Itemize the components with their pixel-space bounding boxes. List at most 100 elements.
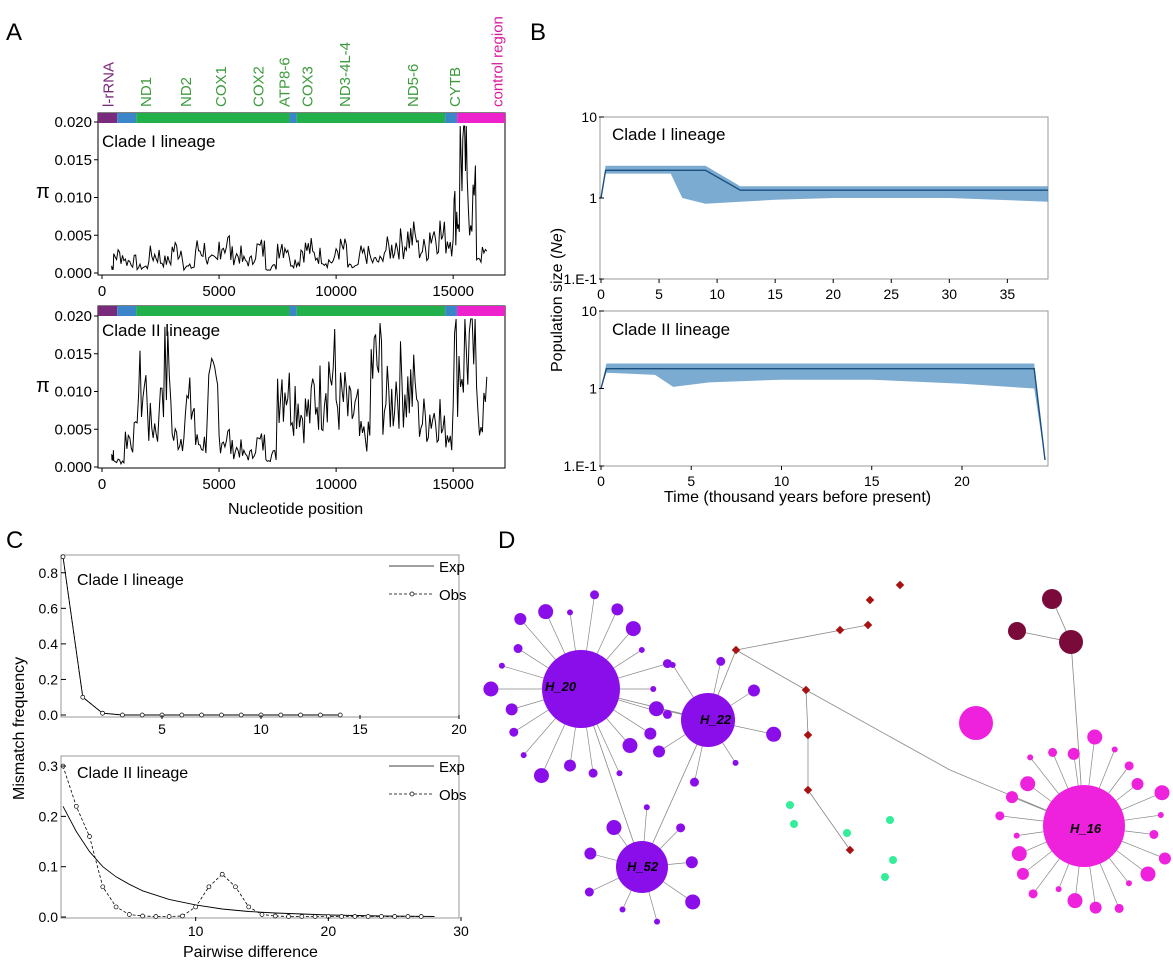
- gene-segment-1-3: [289, 306, 297, 316]
- bsp-plot-2-xticks: 0 5 10 15 20: [597, 466, 970, 489]
- mm2-ylabel-3: 0.3: [39, 758, 59, 774]
- pi-plot-1-xticks: 0 5000 10000 15000: [98, 275, 474, 300]
- node-29: [766, 726, 782, 742]
- hap-label-h16: H_16: [1070, 821, 1102, 836]
- node-62: [1011, 846, 1027, 862]
- gene-label-9: CYTB: [447, 67, 464, 107]
- node-5: [588, 768, 598, 778]
- mm1-obs-point-14: [337, 712, 343, 718]
- node-37: [685, 894, 701, 910]
- legend-obs-2: Obs: [439, 787, 467, 804]
- node-13: [513, 644, 523, 654]
- panel-d-haplotype-network: H_20 H_22 H_52 H_16: [483, 580, 1171, 925]
- pi-plot-1-frame: [97, 112, 506, 276]
- mm2-obs-point-15: [259, 912, 265, 917]
- mm1-xlabel-1: 10: [253, 721, 269, 737]
- mm1-obs-point-4: [139, 712, 145, 718]
- mm2-ylabel-2: 0.2: [39, 808, 59, 824]
- node-21: [662, 659, 672, 669]
- pi-plot-2-xticks: 0 5000 10000 15000: [98, 468, 474, 493]
- pi-line-2: [110, 318, 488, 466]
- bsp2-xlabel-4: 20: [954, 473, 970, 489]
- pi1-x-label-3: 15000: [432, 283, 474, 300]
- node-36: [685, 856, 698, 869]
- pi1-y-label-3: 0.015: [54, 152, 92, 169]
- pi2-x-label-0: 0: [98, 476, 106, 493]
- node-4: [616, 770, 623, 777]
- node-24: [653, 745, 666, 758]
- median-vector-2: [803, 730, 813, 740]
- node-18: [611, 603, 624, 616]
- mm1-ylabel-3: 0.6: [39, 600, 59, 616]
- pi-plot-2-ylabel: π: [36, 375, 50, 397]
- mm1-ylabel-4: 0.8: [39, 565, 59, 581]
- hub-node-1: [681, 693, 735, 747]
- mm2-obs-point-17: [286, 914, 291, 919]
- mm1-obs-point-8: [219, 712, 224, 718]
- gene-label-3: COX1: [213, 66, 230, 107]
- pi1-x-label-0: 0: [98, 283, 106, 300]
- link-5: [735, 624, 869, 651]
- pi-xlabel: Nucleotide position: [228, 501, 363, 518]
- gene-segment-0-1: [117, 113, 137, 123]
- node-53: [1158, 852, 1171, 865]
- gene-segment-1-2: [136, 306, 290, 316]
- mm1-ylabel-1: 0.2: [39, 671, 59, 687]
- mm2-obs-point-8: [166, 914, 172, 919]
- pi-plot-2-title: Clade II lineage: [102, 321, 220, 340]
- bsp1-xlabel-0: 0: [597, 286, 605, 302]
- node-1: [662, 709, 672, 719]
- mm2-obs-point-4: [113, 904, 119, 910]
- pi2-y-label-3: 0.015: [54, 346, 92, 363]
- network-nodes: [483, 580, 1171, 925]
- mm2-obs-point-7: [153, 914, 159, 919]
- gene-label-10: control region: [489, 16, 506, 107]
- hap-label-h52: H_52: [627, 859, 659, 874]
- node-35: [676, 823, 686, 833]
- panel-a: l-rRNA ND1 ND2 COX1 COX2 ATP8-6 COX3 ND3-4L-4 ND…: [36, 16, 506, 518]
- mismatch-plot-2-yticks: 0.0 0.1 0.2 0.3: [39, 758, 66, 925]
- mm2-obs-point-24: [379, 914, 384, 919]
- bsp-xlabel: Time (thousand years before present): [664, 489, 931, 506]
- mm1-obs-point-9: [238, 712, 244, 718]
- gene-bar-2: [98, 306, 505, 316]
- bsp-hpd-1: [601, 165, 1048, 204]
- pi2-y-label-2: 0.010: [54, 384, 92, 401]
- mm2-obs-point-21: [339, 914, 344, 919]
- bsp2-ylabel-0: 1.E-1: [564, 458, 598, 474]
- gene-label-1: ND1: [138, 77, 155, 107]
- bsp-plot-1-xticks: 0 5 10 15 20 25 30 35: [597, 279, 1015, 302]
- mm1-ylabel-2: 0.4: [39, 636, 59, 652]
- mm2-obs-point-5: [126, 912, 132, 917]
- gene-segment-0-2: [136, 113, 290, 123]
- mm1-obs-point-1: [80, 694, 86, 700]
- mm1-xlabel-3: 20: [451, 721, 467, 737]
- mm2-obs-point-13: [233, 884, 238, 890]
- bsp-plot-1-yticks: 1.E-1 1 10: [564, 109, 604, 287]
- bsp-ylabel-italic: Ne: [549, 233, 566, 254]
- gene-label-7: ND3-4L-4: [337, 42, 354, 107]
- link-4: [735, 649, 807, 691]
- node-55: [1125, 880, 1132, 887]
- node-46: [1087, 729, 1103, 745]
- mm1-obs-point-0: [60, 554, 66, 560]
- mm1-ylabel-0: 0.0: [39, 707, 59, 723]
- node-28: [747, 684, 760, 697]
- pi1-x-label-2: 10000: [315, 283, 357, 300]
- mismatch-plot-1-xticks: 5 10 15 20: [158, 715, 467, 737]
- green-node-0: [786, 801, 794, 809]
- bsp-plot-2-yticks: 1.E-1 1 10: [564, 303, 604, 474]
- bsp1-xlabel-2: 10: [709, 286, 725, 302]
- node-16: [566, 609, 573, 616]
- node-42: [1020, 776, 1036, 792]
- pi1-y-label-2: 0.010: [54, 190, 92, 207]
- node-48: [1124, 761, 1134, 771]
- median-vector-4: [803, 785, 813, 795]
- mm2-xlabel-1: 20: [321, 923, 337, 939]
- median-vector-5: [845, 845, 855, 855]
- node-61: [1016, 867, 1029, 880]
- pi2-x-label-1: 5000: [202, 476, 235, 493]
- mm2-obs-point-9: [180, 913, 185, 919]
- pi1-y-label-0: 0.000: [54, 265, 92, 282]
- node-10: [505, 703, 518, 716]
